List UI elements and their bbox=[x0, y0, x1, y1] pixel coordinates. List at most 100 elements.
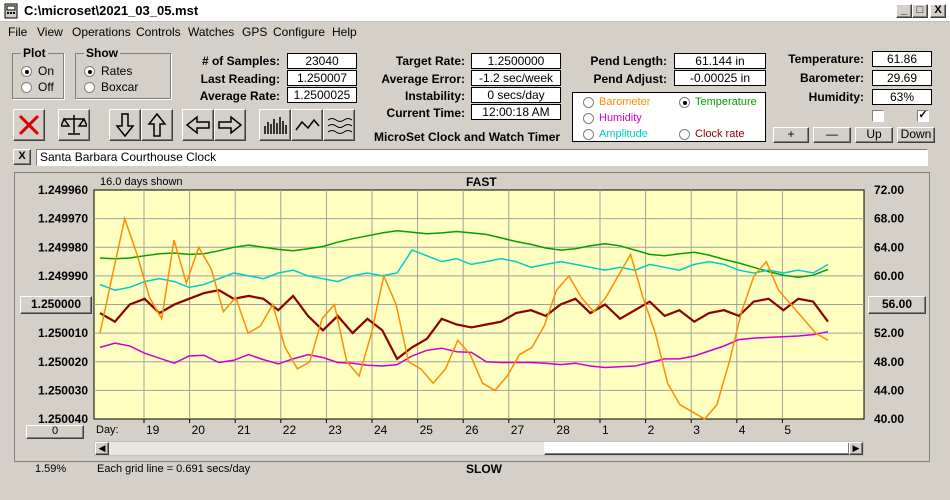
x-tick-label: 1 bbox=[602, 423, 609, 437]
barometer-stat-label: Barometer: bbox=[799, 71, 864, 85]
arrow-left-icon bbox=[185, 115, 210, 135]
last-reading-value: 1.250007 bbox=[287, 70, 357, 86]
y-left-tick: 1.249970 bbox=[38, 212, 88, 226]
clear-button[interactable] bbox=[13, 109, 45, 141]
barometer-radio[interactable] bbox=[583, 96, 594, 108]
time-scrollbar[interactable]: ◀ ▶ bbox=[94, 441, 864, 456]
humidity-stat-label: Humidity: bbox=[808, 90, 864, 104]
series-clockrate-option[interactable]: Clock rate bbox=[679, 128, 745, 140]
arrow-up-icon bbox=[147, 112, 167, 137]
plot-group: Plot On Off bbox=[12, 46, 64, 99]
menu-gps[interactable]: GPS bbox=[242, 25, 268, 39]
balance-button[interactable] bbox=[58, 109, 90, 141]
left-axis-center-button[interactable]: 1.250000 bbox=[20, 296, 92, 314]
menu-configure[interactable]: Configure bbox=[273, 25, 326, 39]
arrow-right-button[interactable] bbox=[214, 109, 246, 141]
amplitude-radio[interactable] bbox=[583, 128, 594, 140]
scroll-right-button[interactable]: ▶ bbox=[849, 442, 863, 455]
plot-on-radio[interactable] bbox=[21, 65, 32, 77]
up-button[interactable]: Up bbox=[855, 127, 893, 143]
plot-group-title: Plot bbox=[21, 46, 48, 60]
pend-adjust-label: Pend Adjust: bbox=[593, 72, 667, 86]
pend-adjust-value: -0.00025 in bbox=[674, 70, 766, 86]
line-graph-button[interactable] bbox=[291, 109, 323, 141]
clockrate-label: Clock rate bbox=[695, 128, 745, 140]
series-amplitude-option[interactable]: Amplitude bbox=[583, 128, 648, 140]
x-tick-label: 24 bbox=[374, 423, 388, 437]
menu-operations[interactable]: Operations bbox=[72, 25, 131, 39]
y-right-tick: 48.00 bbox=[874, 355, 904, 369]
plus-button[interactable]: + bbox=[773, 127, 809, 143]
pend-length-value: 61.144 in bbox=[674, 53, 766, 69]
scroll-left-button[interactable]: ◀ bbox=[95, 442, 109, 455]
plot-off-radio[interactable] bbox=[21, 81, 32, 93]
wave-graph-button[interactable] bbox=[323, 109, 355, 141]
zero-button[interactable]: 0 bbox=[26, 425, 84, 439]
arrow-up-button[interactable] bbox=[141, 109, 173, 141]
menu-view[interactable]: View bbox=[37, 25, 63, 39]
x-tick-label: 4 bbox=[739, 423, 746, 437]
humidity-radio[interactable] bbox=[583, 112, 594, 124]
clock-name-field[interactable]: Santa Barbara Courthouse Clock bbox=[36, 149, 928, 166]
show-boxcar-option[interactable]: Boxcar bbox=[84, 80, 138, 94]
y-right-tick: 60.00 bbox=[874, 269, 904, 283]
app-icon bbox=[4, 3, 18, 19]
minus-button[interactable]: — bbox=[813, 127, 851, 143]
x-tick-label: 27 bbox=[511, 423, 525, 437]
line-graph-icon bbox=[295, 118, 320, 131]
show-rates-option[interactable]: Rates bbox=[84, 64, 132, 78]
clock-name-close-button[interactable]: X bbox=[13, 149, 31, 165]
y-left-tick: 1.250040 bbox=[38, 412, 88, 426]
menu-help[interactable]: Help bbox=[332, 25, 357, 39]
average-error-value: -1.2 sec/week bbox=[471, 70, 561, 86]
minimize-button[interactable]: _ bbox=[896, 4, 912, 18]
show-rates-radio[interactable] bbox=[84, 65, 95, 77]
clockrate-radio[interactable] bbox=[679, 128, 690, 140]
menu-controls[interactable]: Controls bbox=[136, 25, 181, 39]
instability-value: 0 secs/day bbox=[471, 87, 561, 103]
show-boxcar-radio[interactable] bbox=[84, 81, 95, 93]
days-shown-label: 16.0 days shown bbox=[100, 176, 183, 188]
arrow-down-button[interactable] bbox=[109, 109, 141, 141]
show-boxcar-label: Boxcar bbox=[101, 80, 139, 94]
red-x-icon bbox=[18, 114, 40, 136]
average-rate-label: Average Rate: bbox=[199, 89, 280, 103]
plot-on-option[interactable]: On bbox=[21, 64, 54, 78]
y-left-tick: 1.249960 bbox=[38, 183, 88, 197]
y-left-tick: 1.249980 bbox=[38, 240, 88, 254]
series-barometer-option[interactable]: Barometer bbox=[583, 96, 650, 108]
temperature-radio[interactable] bbox=[679, 96, 690, 108]
close-button[interactable]: X bbox=[930, 4, 946, 18]
right-axis-center-button[interactable]: 56.00 bbox=[868, 296, 926, 314]
y-left-tick: 1.250030 bbox=[38, 383, 88, 397]
checkbox-right[interactable]: ✓ bbox=[917, 109, 929, 122]
temperature-stat-value: 61.86 bbox=[872, 51, 932, 67]
last-reading-label: Last Reading: bbox=[200, 72, 280, 86]
average-rate-value: 1.2500025 bbox=[287, 87, 357, 103]
samples-label: # of Samples: bbox=[201, 54, 280, 68]
fast-label: FAST bbox=[466, 175, 497, 189]
menu-file[interactable]: File bbox=[8, 25, 28, 39]
maximize-button[interactable]: □ bbox=[912, 4, 928, 18]
x-tick-label: 2 bbox=[648, 423, 655, 437]
current-time-label: Current Time: bbox=[386, 106, 465, 120]
plot-off-option[interactable]: Off bbox=[21, 80, 54, 94]
menu-watches[interactable]: Watches bbox=[188, 25, 235, 39]
target-rate-label: Target Rate: bbox=[395, 54, 465, 68]
scroll-thumb[interactable] bbox=[544, 442, 850, 455]
series-temperature-option[interactable]: Temperature bbox=[679, 96, 757, 108]
show-group: Show Rates Boxcar bbox=[75, 46, 171, 99]
y-right-tick: 72.00 bbox=[874, 183, 904, 197]
down-button[interactable]: Down bbox=[897, 127, 935, 143]
checkbox-left[interactable] bbox=[872, 110, 884, 122]
arrow-down-icon bbox=[115, 113, 135, 138]
series-line-clock-rate bbox=[99, 289, 829, 361]
y-right-tick: 52.00 bbox=[874, 326, 904, 340]
histogram-button[interactable] bbox=[259, 109, 291, 141]
humidity-stat-value: 63% bbox=[872, 89, 932, 105]
arrow-right-icon bbox=[218, 115, 243, 135]
arrow-left-button[interactable] bbox=[182, 109, 214, 141]
x-tick-label: 3 bbox=[693, 423, 700, 437]
series-humidity-option[interactable]: Humidity bbox=[583, 112, 642, 124]
barometer-label: Barometer bbox=[599, 96, 651, 108]
